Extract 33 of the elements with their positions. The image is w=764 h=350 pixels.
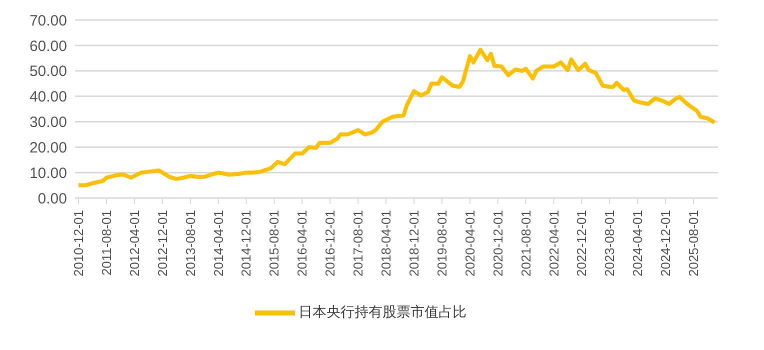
x-tick-label: 2022-04-01: [546, 210, 562, 276]
y-tick-label: 0.00: [38, 190, 67, 208]
x-tick-label: 2025-08-01: [686, 210, 702, 276]
y-tick-label: 20.00: [29, 139, 67, 156]
y-tick-label: 50.00: [29, 63, 67, 80]
x-tick-label: 2021-08-01: [518, 210, 534, 276]
x-tick-label: 2014-04-01: [210, 210, 226, 276]
x-tick-label: 2015-08-01: [266, 210, 282, 276]
x-tick-label: 2020-12-01: [490, 210, 506, 276]
x-tick-label: 2018-12-01: [406, 210, 422, 276]
x-tick-label: 2011-08-01: [98, 210, 114, 276]
y-tick-label: 70.00: [29, 12, 67, 30]
x-tick-label: 2014-12-01: [238, 210, 254, 276]
y-tick-label: 40.00: [29, 88, 67, 106]
x-tick-label: 2020-04-01: [462, 210, 478, 276]
x-tick-label: 2024-04-01: [630, 210, 646, 276]
legend-label: 日本央行持有股票市值占比: [298, 304, 466, 320]
y-tick-label: 30.00: [29, 114, 67, 132]
x-tick-label: 2024-12-01: [658, 210, 674, 276]
y-tick-label: 10.00: [29, 164, 67, 182]
x-tick-label: 2012-04-01: [126, 210, 142, 276]
x-tick-label: 2017-08-01: [350, 210, 366, 276]
x-tick-label: 2022-12-01: [574, 210, 590, 276]
x-tick-label: 2023-08-01: [602, 210, 618, 276]
y-tick-label: 60.00: [29, 38, 67, 55]
x-tick-label: 2013-08-01: [182, 210, 198, 276]
x-tick-label: 2018-04-01: [378, 210, 394, 276]
x-tick-label: 2012-12-01: [154, 210, 170, 276]
x-tick-label: 2016-12-01: [322, 210, 338, 276]
line-series: [76, 48, 717, 188]
x-tick-label: 2016-04-01: [294, 210, 310, 276]
x-tick-label: 2010-12-01: [70, 210, 86, 276]
x-tick-label: 2019-08-01: [434, 210, 450, 276]
